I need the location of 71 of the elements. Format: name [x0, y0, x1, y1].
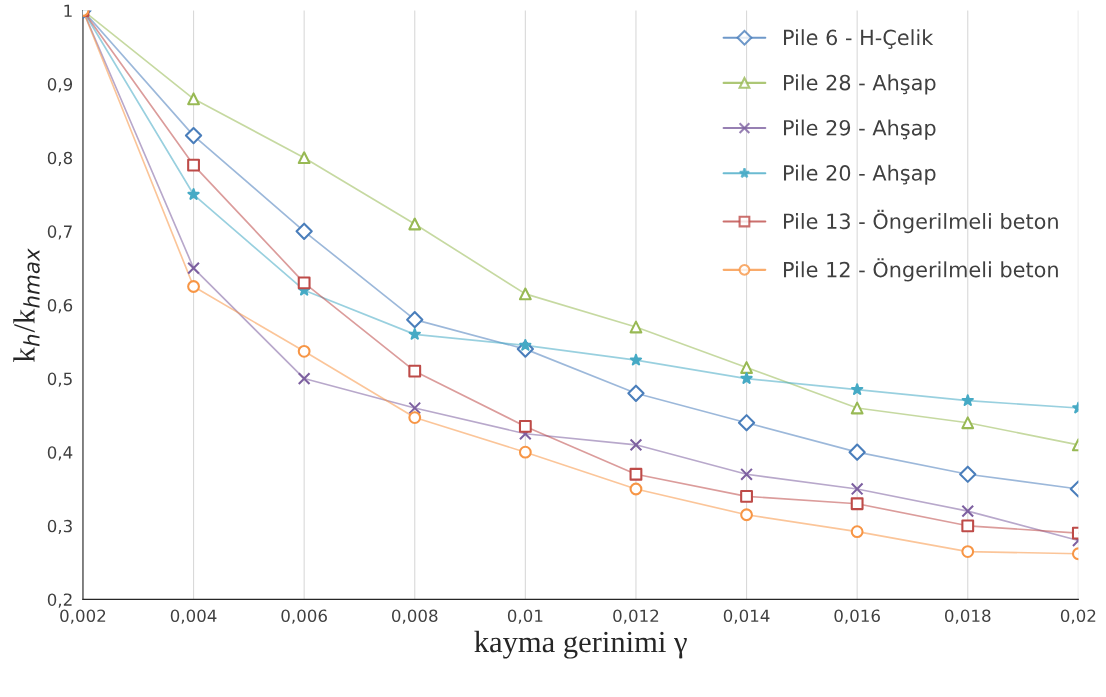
x-tick-label: 0,008 [391, 609, 438, 624]
point [850, 525, 864, 539]
y-tick-label: 0,3 [47, 519, 72, 535]
point [740, 467, 753, 481]
x-tick-label: 0,006 [281, 609, 327, 624]
point [408, 401, 422, 415]
point [737, 414, 756, 432]
y-tick-label: 0,2 [47, 593, 72, 608]
y-tick-label: 0,4 [47, 446, 73, 461]
point [627, 384, 645, 402]
point [297, 372, 311, 385]
point [961, 519, 975, 533]
point [850, 383, 864, 395]
point [518, 445, 532, 459]
point [629, 482, 643, 496]
point [187, 261, 200, 275]
point [740, 489, 753, 503]
point [959, 465, 977, 483]
point [961, 545, 975, 558]
point [187, 280, 200, 293]
y-tick-label: 0,8 [47, 151, 73, 166]
point [740, 372, 753, 384]
point [850, 401, 864, 415]
point [297, 344, 311, 358]
x-tick-label: 0,002 [60, 609, 106, 624]
point [187, 188, 200, 200]
legend-label: Pile 6 - H-Çelik [784, 29, 934, 50]
x-tick-label: 0,016 [834, 609, 880, 624]
y-tick-label: 0,7 [47, 225, 72, 240]
point [850, 497, 864, 511]
x-tick-label: 0,02 [1060, 609, 1096, 624]
point [295, 222, 313, 240]
x-tick-label: 0,01 [507, 609, 543, 624]
point [187, 92, 200, 106]
point [961, 416, 975, 430]
x-tick-label: 0,014 [723, 609, 770, 624]
point [629, 320, 643, 334]
y-tick-label: 0,5 [47, 372, 72, 387]
point [297, 276, 311, 290]
point [408, 411, 422, 424]
point [406, 311, 424, 329]
x-tick-label: 0,012 [613, 609, 659, 624]
point [408, 327, 421, 340]
point [961, 504, 975, 518]
x-axis-title: kayma gerinimi γ [474, 630, 687, 659]
y-tick-label: 0,6 [47, 298, 73, 314]
legend-label: Pile 20 - Ahşap [784, 164, 936, 185]
point [629, 467, 643, 481]
point [518, 419, 532, 433]
point [961, 394, 974, 407]
point [848, 443, 866, 461]
point [740, 508, 753, 522]
y-tick-label: 1 [64, 4, 72, 17]
x-tick-label: 0,018 [944, 609, 991, 624]
point [184, 126, 203, 145]
point [629, 438, 643, 452]
legend-label: Pile 13 - Öngerilmeli beton [784, 209, 1058, 234]
legend-label: Pile 12 - Öngerilmeli beton [784, 258, 1058, 282]
point [297, 151, 311, 165]
point [408, 364, 422, 378]
y-axis-title: k$_{h}$/k$_{hmax}$ [13, 248, 40, 362]
legend-label: Pile 28 - Ahşap [784, 74, 936, 95]
point [518, 287, 532, 301]
point [408, 217, 422, 231]
point [850, 482, 864, 496]
y-tick-label: 0,9 [47, 78, 73, 93]
point [187, 158, 200, 172]
point [740, 361, 753, 374]
point [629, 353, 643, 366]
x-tick-label: 0,004 [170, 609, 217, 624]
legend-label: Pile 29 - Ahşap [784, 119, 936, 140]
